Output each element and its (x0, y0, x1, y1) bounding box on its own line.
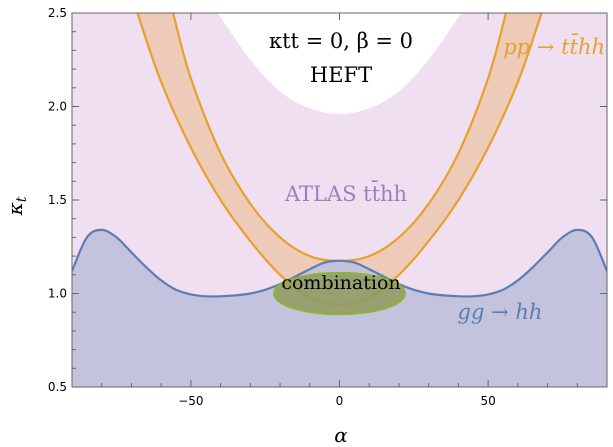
combination-region (273, 271, 406, 316)
x-axis: −50 0 50 (71, 13, 608, 408)
plot-area (72, 13, 607, 387)
y-axis-label: κt (3, 196, 30, 216)
gghh-boundary (72, 228, 607, 298)
x-tick-label: 50 (480, 394, 495, 408)
x-tick-label: −50 (178, 394, 203, 408)
y-axis: 0.5 1.0 1.5 2.0 2.5 (48, 6, 607, 394)
gghh-label: gg → hh (458, 300, 543, 324)
x-tick-label: 0 (336, 394, 344, 408)
y-tick-label: 2.0 (48, 100, 67, 114)
y-tick-label: 1.5 (48, 193, 67, 207)
y-tick-label: 0.5 (48, 380, 67, 394)
heft-parameter-label: κtt = 0, β = 0 (269, 29, 413, 53)
atlas-tthh-label: ATLAS tt̄hh (284, 180, 407, 206)
x-axis-label: α (334, 423, 348, 447)
combination-label: combination (281, 272, 400, 294)
heft-label: HEFT (310, 63, 372, 87)
y-tick-label: 2.5 (48, 6, 67, 20)
tthh-label: pp → tt̄hh (503, 33, 605, 59)
svg-text:κt: κt (3, 196, 30, 216)
y-tick-label: 1.0 (48, 287, 67, 301)
tthh-band-region (137, 13, 542, 305)
heft-excluded-region (217, 13, 462, 114)
